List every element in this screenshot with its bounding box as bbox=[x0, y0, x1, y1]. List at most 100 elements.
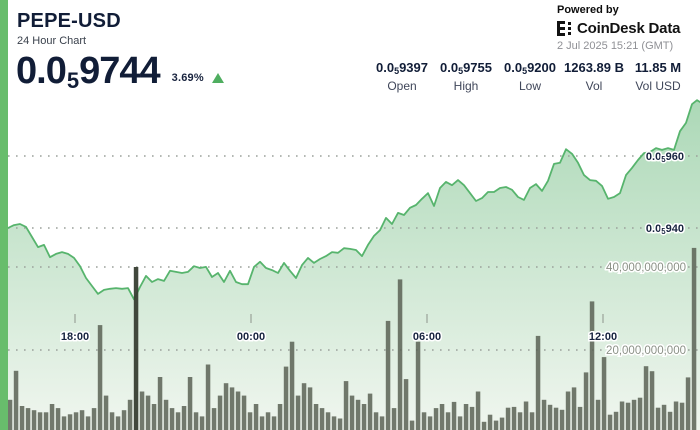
chart-timestamp: 2 Jul 2025 15:21 (GMT) bbox=[557, 40, 674, 52]
volume-bar bbox=[487, 414, 493, 430]
volume-bar bbox=[397, 279, 403, 430]
price-line bbox=[7, 99, 700, 301]
volume-bar bbox=[433, 408, 439, 430]
stat-label: Low bbox=[518, 79, 541, 93]
volume-bar bbox=[379, 416, 385, 430]
volume-bar bbox=[439, 404, 445, 430]
volume-bar bbox=[277, 404, 283, 430]
stat-volume: 1263.89 B Vol bbox=[564, 60, 624, 93]
price-digits: 9744 bbox=[79, 50, 161, 92]
volume-bar bbox=[211, 408, 217, 430]
volume-bar bbox=[517, 412, 523, 430]
price-area bbox=[8, 100, 700, 430]
volume-bar bbox=[553, 407, 559, 430]
time-axis-label: 06:00 bbox=[413, 331, 441, 343]
volume-bar bbox=[7, 399, 13, 430]
volume-bar bbox=[109, 412, 115, 430]
volume-bar bbox=[187, 377, 193, 430]
volume-bar bbox=[571, 387, 577, 430]
time-axis-label: 00:00 bbox=[237, 331, 265, 343]
volume-bar bbox=[649, 371, 655, 430]
volume-bar bbox=[217, 395, 223, 430]
stat-low: 0.059200 Low bbox=[498, 60, 562, 93]
volume-bar bbox=[205, 364, 211, 430]
volume-bar bbox=[121, 410, 127, 430]
volume-bar bbox=[289, 341, 295, 430]
volume-bar bbox=[589, 301, 595, 430]
volume-bar bbox=[13, 370, 19, 430]
volume-bar bbox=[127, 399, 133, 430]
volume-bar bbox=[403, 379, 409, 430]
volume-bar bbox=[313, 404, 319, 430]
current-price-block: 0.059744 3.69% bbox=[16, 50, 224, 93]
volume-bar bbox=[103, 395, 109, 430]
volume-bar bbox=[511, 406, 517, 430]
price-change: 3.69% bbox=[172, 72, 224, 84]
price-prefix: 0.0 bbox=[16, 50, 67, 92]
volume-bar bbox=[55, 408, 61, 430]
volume-bar bbox=[307, 387, 313, 430]
volume-bar bbox=[19, 406, 25, 430]
volume-bar bbox=[637, 397, 643, 430]
stat-high: 0.059755 High bbox=[434, 60, 498, 93]
volume-bar bbox=[31, 410, 37, 430]
volume-bar bbox=[133, 267, 139, 430]
volume-bar bbox=[409, 420, 415, 430]
volume-bar bbox=[613, 411, 619, 430]
volume-bar bbox=[457, 416, 463, 430]
volume-bar bbox=[271, 416, 277, 430]
volume-axis-label: 40,000,000,000 bbox=[606, 262, 686, 274]
volume-bar bbox=[175, 412, 181, 430]
up-triangle-icon bbox=[211, 73, 224, 83]
volume-bar bbox=[667, 411, 673, 430]
volume-bar bbox=[547, 404, 553, 430]
volume-bar bbox=[43, 412, 49, 430]
volume-bar bbox=[391, 408, 397, 430]
stat-open: 0.059397 Open bbox=[370, 60, 434, 93]
volume-bar bbox=[169, 408, 175, 430]
volume-bar bbox=[181, 406, 187, 430]
volume-bar bbox=[115, 416, 121, 430]
volume-bar bbox=[505, 407, 511, 430]
price-axis-label: 0.05940 bbox=[646, 223, 684, 236]
volume-bar bbox=[583, 372, 589, 430]
volume-bar bbox=[325, 412, 331, 430]
time-axis-label: 18:00 bbox=[61, 331, 89, 343]
volume-bar bbox=[91, 408, 97, 430]
time-axis-label: 12:00 bbox=[589, 331, 617, 343]
volume-bar bbox=[337, 418, 343, 430]
volume-bar bbox=[565, 391, 571, 430]
volume-bar bbox=[655, 407, 661, 430]
volume-bar bbox=[199, 416, 205, 430]
volume-bar bbox=[691, 247, 697, 430]
volume-bar bbox=[661, 404, 667, 430]
volume-bar bbox=[193, 412, 199, 430]
volume-bar bbox=[427, 416, 433, 430]
volume-bar bbox=[679, 402, 685, 430]
volume-bar bbox=[685, 377, 691, 430]
volume-bar bbox=[223, 383, 229, 430]
volume-bar bbox=[499, 417, 505, 430]
volume-bar bbox=[451, 401, 457, 430]
volume-bar bbox=[475, 391, 481, 430]
coindesk-brand[interactable]: CoinDesk Data bbox=[557, 20, 683, 37]
powered-by-block: Powered by CoinDesk Data 2 Jul 2025 15:2… bbox=[557, 4, 683, 52]
current-price: 0.059744 bbox=[16, 50, 161, 93]
volume-bar bbox=[493, 420, 499, 430]
volume-bar bbox=[67, 414, 73, 430]
price-subscript: 5 bbox=[66, 68, 79, 93]
volume-bar bbox=[523, 401, 529, 430]
volume-bar bbox=[535, 335, 541, 430]
chart-subtitle: 24 Hour Chart bbox=[17, 35, 87, 47]
volume-axis-label: 20,000,000,000 bbox=[606, 345, 686, 357]
volume-bar bbox=[37, 412, 43, 430]
stat-volume-usd: 11.85 M Vol USD bbox=[626, 60, 690, 93]
volume-bar bbox=[343, 381, 349, 430]
volume-bar bbox=[529, 412, 535, 430]
volume-bar bbox=[355, 399, 361, 430]
volume-bar bbox=[25, 408, 31, 430]
powered-by-label: Powered by bbox=[557, 4, 619, 16]
volume-bar bbox=[79, 410, 85, 430]
